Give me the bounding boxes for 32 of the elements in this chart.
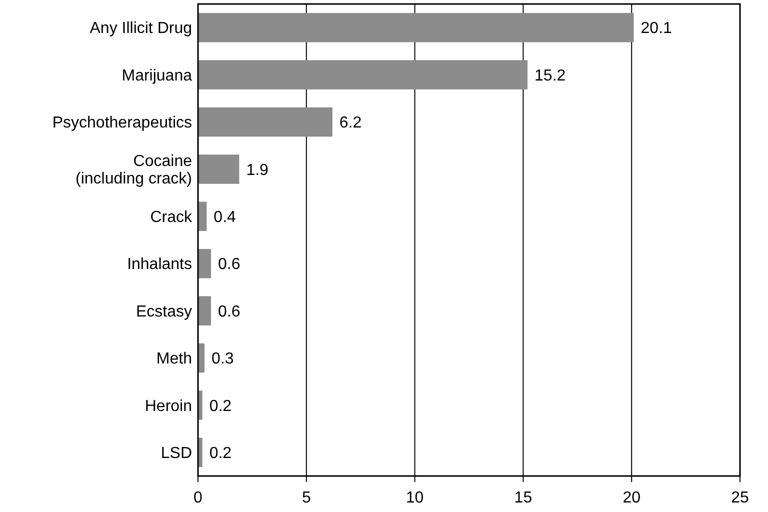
bar — [198, 248, 212, 278]
y-tick-label: LSD — [160, 445, 192, 462]
bar — [198, 296, 212, 326]
data-label: 0.4 — [214, 209, 236, 226]
data-label: 0.3 — [212, 350, 234, 368]
y-tick-label: Marijuana — [122, 67, 192, 84]
y-tick-label: Ecstasy — [136, 303, 192, 320]
y-tick-label: Heroin — [144, 398, 192, 415]
data-label: 6.2 — [339, 114, 362, 132]
data-label: 15.2 — [534, 67, 566, 84]
y-tick-label: Meth — [156, 350, 192, 368]
x-tick-label: 10 — [406, 490, 424, 507]
x-tick-label: 15 — [514, 490, 532, 507]
y-tick-label: Any Illicit Drug — [90, 20, 192, 38]
data-label: 0.2 — [209, 398, 232, 415]
x-tick-label: 0 — [194, 490, 203, 507]
bar — [198, 12, 634, 42]
data-label: 0.2 — [209, 445, 232, 462]
x-tick-label: 25 — [731, 490, 749, 507]
y-tick-label: Inhalants — [127, 256, 192, 274]
data-label: 1.9 — [246, 162, 269, 179]
y-tick-label: Crack — [150, 209, 193, 226]
bar — [198, 154, 240, 184]
data-label: 20.1 — [640, 20, 672, 38]
bar — [198, 107, 332, 137]
x-tick-label: 5 — [302, 490, 311, 507]
data-label: 0.6 — [218, 303, 240, 320]
bar — [198, 60, 528, 90]
y-tick-label: Psychotherapeutics — [52, 114, 192, 132]
y-tick-label: Cocaine (including crack) — [76, 153, 192, 188]
x-tick-label: 20 — [622, 490, 641, 507]
data-label: 0.6 — [218, 256, 240, 274]
